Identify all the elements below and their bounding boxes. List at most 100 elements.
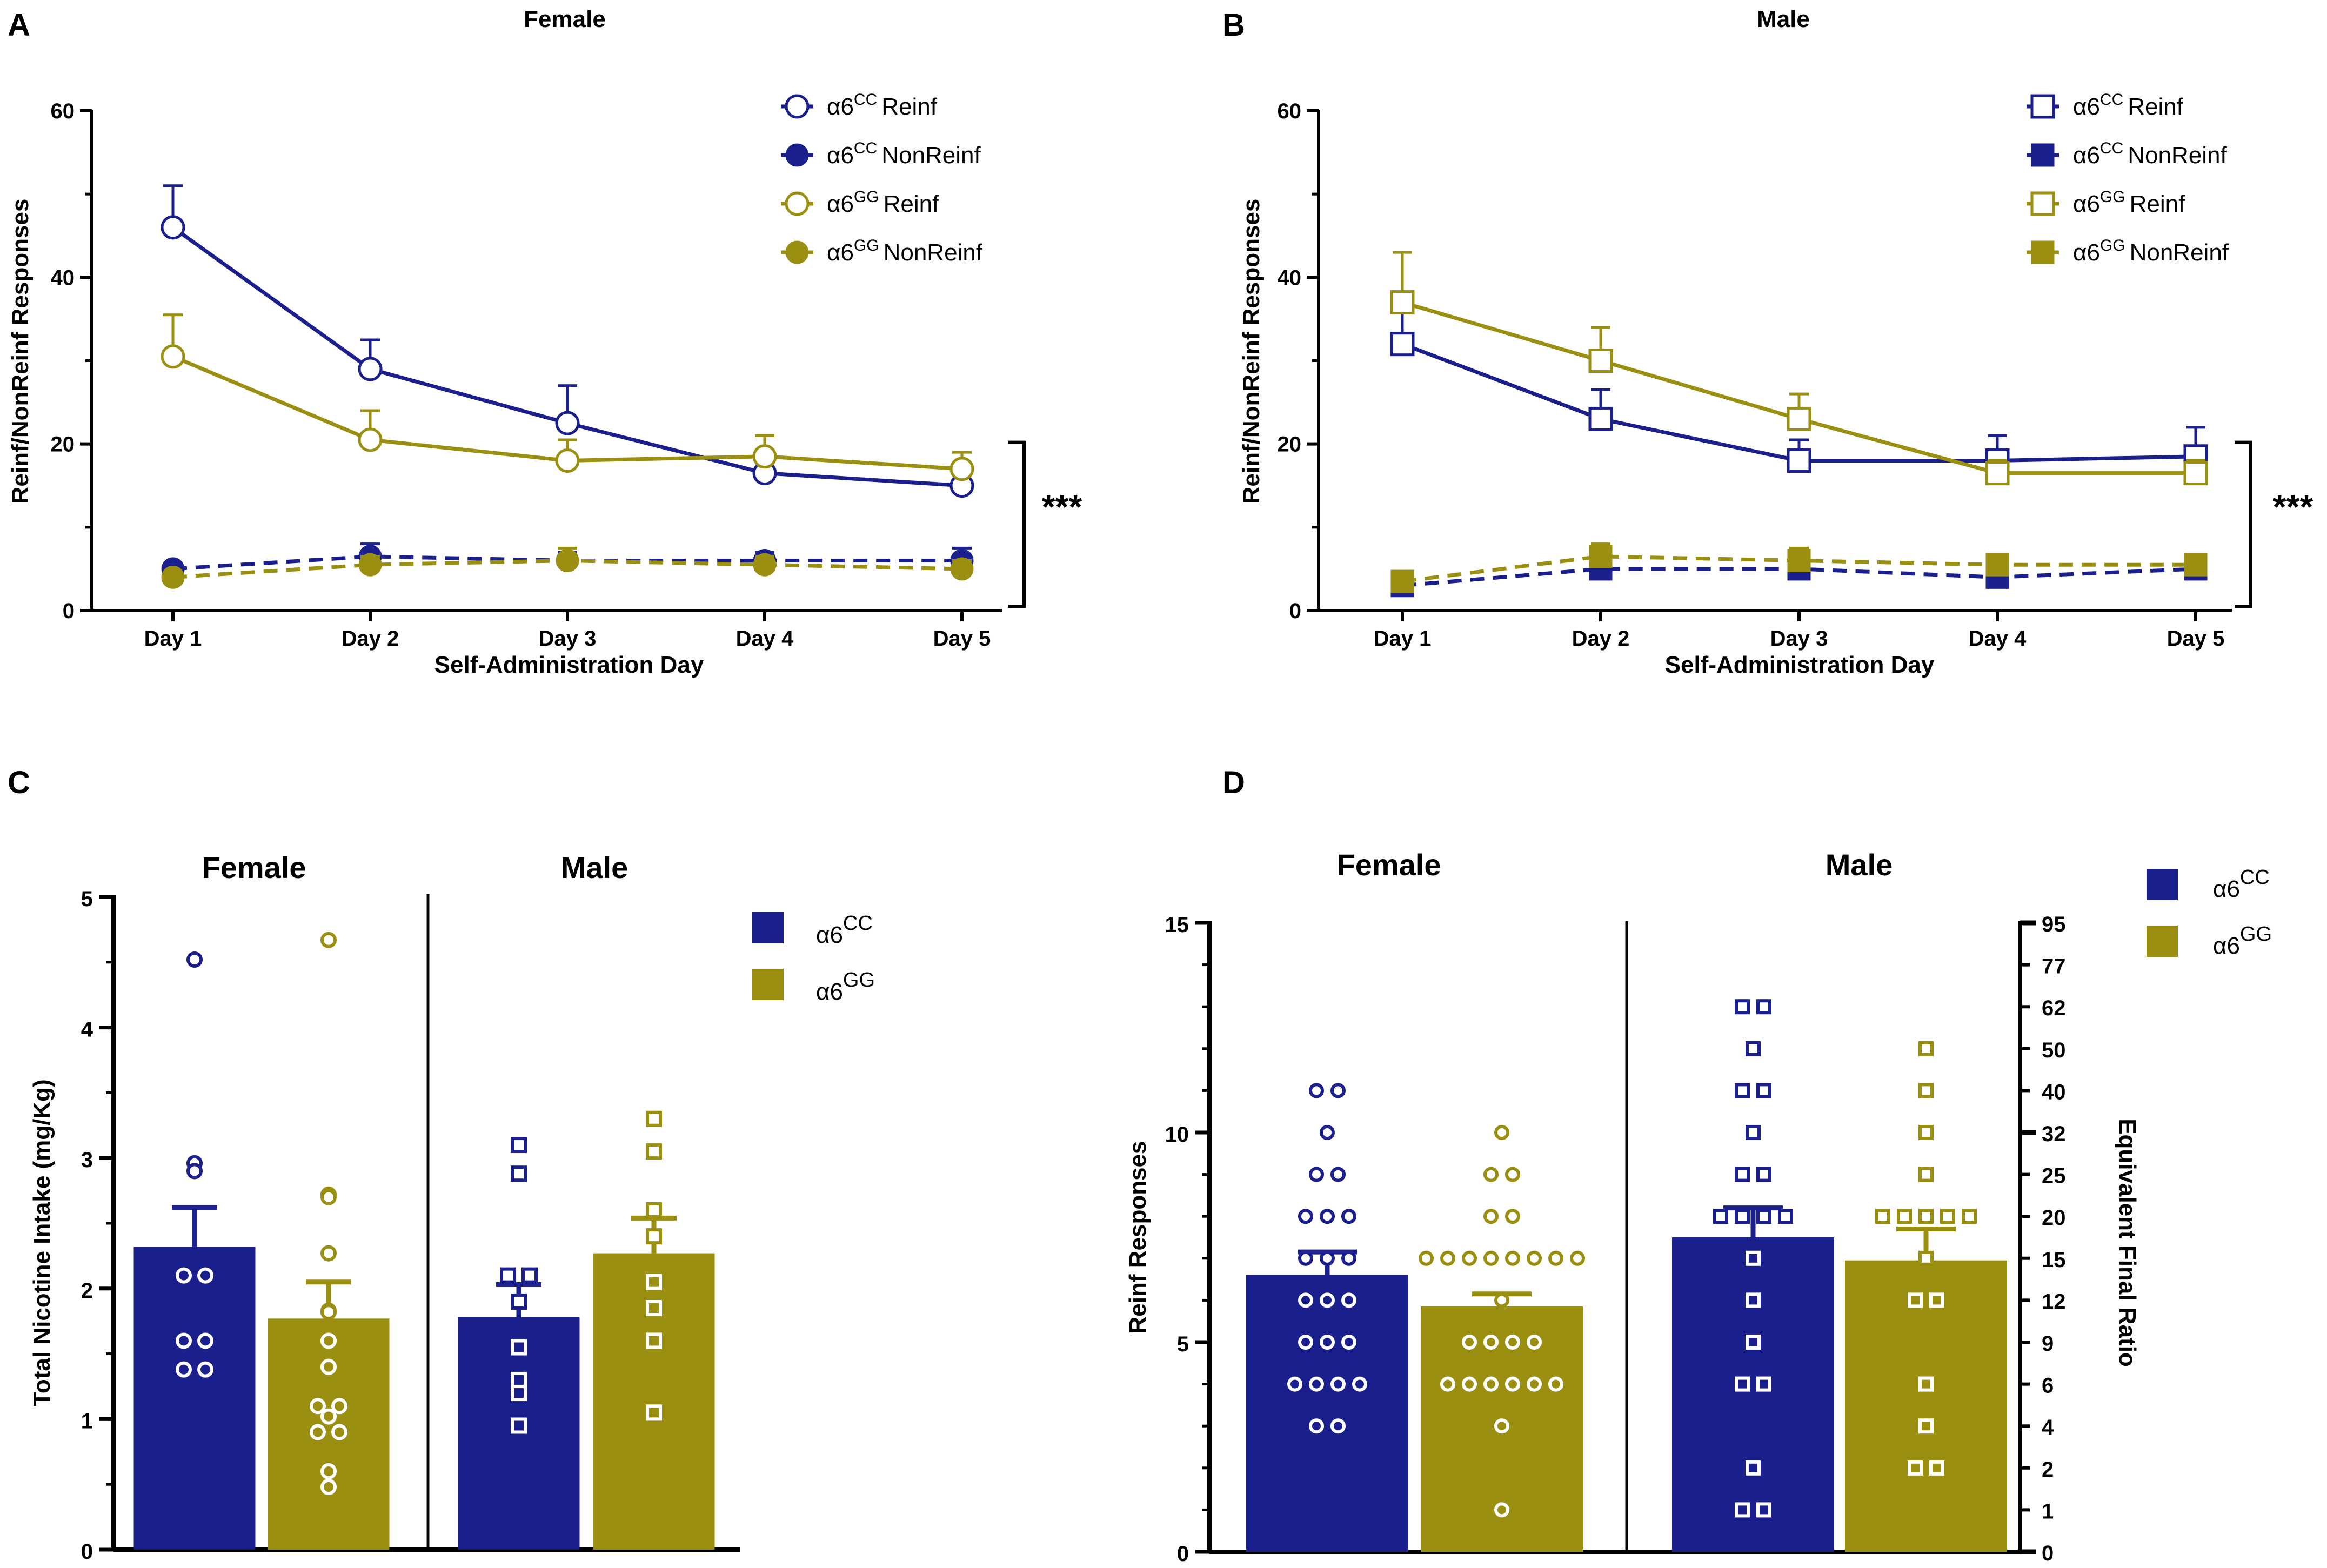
panel-d-right-tick-label: 20	[2042, 1206, 2066, 1230]
panel-c-bar-male-cc-data-point	[511, 1293, 527, 1310]
panel-a-legend: α6CC Reinf α6CC NonReinf α6GG Reinf α6GG Non…	[827, 91, 983, 266]
panel-b-y-axis-label: Reinf/NonReinf Responses	[1238, 199, 1265, 504]
panel-a-letter: A	[8, 8, 30, 43]
panel-c-bar-female-cc-data-point	[197, 1267, 213, 1284]
panel-d-bar-male-gg-data-point	[1918, 1209, 1934, 1224]
panel-b-legend-item-cc-reinf: α6CC Reinf	[2073, 91, 2184, 120]
panel-c-bar-male-gg-data-point	[646, 1228, 662, 1245]
panel-d-bar-female-gg-data-point	[1440, 1250, 1455, 1266]
svg-text:α6GG: α6GG	[816, 969, 875, 1005]
panel-b-series-gg-reinf-point	[1985, 461, 2010, 486]
panel-d-legend-item-cc: α6CC	[2213, 866, 2270, 902]
panel-d-bar-female-cc-data-point	[1287, 1376, 1302, 1392]
panel-d-legend-item-gg: α6GG	[2213, 923, 2272, 959]
panel-d-bar-male-gg	[1845, 1260, 2007, 1552]
panel-d-bar-male-gg-data-point	[1918, 1418, 1934, 1434]
panel-b-legend-marker-gg-nonreinf	[2031, 240, 2055, 264]
panel-d-bar-male-gg-data-point	[1918, 1083, 1934, 1098]
panel-d-bar-female-cc-data-point	[1341, 1250, 1356, 1266]
panel-d-bar-female-cc-data-point	[1309, 1083, 1324, 1098]
panel-b-x-tick-label: Day 3	[1770, 627, 1828, 651]
panel-a-title: Female	[524, 6, 606, 32]
panel-c-bar-male-gg-data-point	[646, 1110, 662, 1127]
panel-d-bar-female-cc-data-point	[1330, 1376, 1346, 1392]
panel-d-bar-female-cc-data-point	[1320, 1335, 1335, 1350]
panel-d-right-tick-label: 32	[2042, 1122, 2066, 1146]
panel-c-bar-male-gg-data-point	[646, 1202, 662, 1218]
panel-d-right-tick-label: 95	[2042, 913, 2066, 936]
panel-d-legend-swatch-cc	[2147, 869, 2178, 900]
panel-c-y-tick-label: 1	[81, 1409, 93, 1433]
panel-d-bar-female-gg-data-point	[1483, 1209, 1499, 1224]
panel-c-legend-swatch-cc	[752, 912, 784, 943]
panel-b-y-tick-label: 20	[1278, 433, 1302, 457]
panel-a-legend-item-cc-reinf: α6CC Reinf	[827, 91, 938, 120]
panel-d-bar-female-gg-data-point	[1527, 1376, 1542, 1392]
panel-d-bar-female-cc-data-point	[1320, 1125, 1335, 1140]
panel-d-bar-female-gg-data-point	[1483, 1376, 1499, 1392]
panel-d-bar-male-cc-data-point	[1746, 1125, 1761, 1140]
panel-d-bar-male-cc-group	[1672, 999, 1834, 1552]
panel-c-bar-male-gg-data-point	[646, 1404, 662, 1421]
panel-a-series-gg-nonreinf-point	[358, 553, 382, 577]
panel-d-bar-female-cc-data-point	[1341, 1209, 1356, 1224]
panel-c-group-label-female: Female	[202, 850, 306, 884]
panel-d-bar-male-gg-data-point	[1918, 1167, 1934, 1182]
panel-c-legend: α6CC α6GG	[816, 912, 875, 1005]
panel-d-bar-male-cc-data-point	[1735, 1376, 1750, 1392]
panel-d-bar-male-gg-data-point	[1875, 1209, 1890, 1224]
panel-c-bar-male-cc-data-point	[511, 1371, 527, 1388]
panel-d-bar-female-gg-data-point	[1548, 1376, 1563, 1392]
panel-d-bar-female-gg-data-point	[1548, 1250, 1563, 1266]
panel-b-male-line-chart: B Male Reinf/NonReinf Responses Self-Adm…	[1222, 6, 2313, 678]
panel-d-bar-female-gg-data-point	[1494, 1502, 1509, 1518]
panel-b-series-cc-reinf-point	[1390, 332, 1415, 357]
panel-b-significance-stars: ***	[2273, 487, 2313, 526]
panel-a-series-gg-reinf-point	[752, 444, 777, 469]
panel-c-bar-male-cc-data-point	[511, 1165, 527, 1182]
panel-a-series-gg-reinf	[161, 313, 974, 481]
panel-b-letter: B	[1222, 8, 1245, 43]
panel-d-bar-female-gg-data-point	[1505, 1335, 1520, 1350]
panel-a-legend-item-gg-nonreinf: α6GG NonReinf	[827, 237, 983, 266]
panel-d-right-tick-label: 25	[2042, 1164, 2066, 1188]
panel-b-series-gg-nonreinf-point	[1985, 553, 2009, 577]
panel-c-bar-female-gg-data-point	[320, 1245, 337, 1262]
panel-d-bar-male-cc-data-point	[1778, 1209, 1793, 1224]
panel-b-series-gg-reinf-point	[1390, 290, 1415, 315]
panel-d-bar-male-cc-data-point	[1746, 1460, 1761, 1476]
panel-b-legend-marker-gg-reinf	[2030, 191, 2055, 216]
panel-d-bar-female-cc-data-point	[1320, 1292, 1335, 1308]
panel-d-bar-male-gg-data-point	[1897, 1209, 1912, 1224]
panel-d-bar-female-gg-data-point	[1494, 1125, 1509, 1140]
panel-a-x-tick-label: Day 3	[539, 627, 597, 651]
panel-d-bar-male-cc-data-point	[1735, 1167, 1750, 1182]
panel-a-series-gg-nonreinf-point	[556, 549, 579, 572]
panel-d-bar-female-gg-data-point	[1527, 1250, 1542, 1266]
panel-d-bar-male-cc-data-point	[1756, 1376, 1771, 1392]
panel-d-bar-female-cc-data-point	[1330, 1167, 1346, 1182]
panel-b-title: Male	[1757, 6, 1810, 32]
panel-d-bar-male-cc-data-point	[1735, 999, 1750, 1015]
panel-b-x-tick-label: Day 1	[1374, 627, 1432, 651]
panel-b-series-gg-reinf-point	[2183, 461, 2208, 486]
panel-c-bar-male-cc-data-point	[511, 1339, 527, 1356]
panel-b-legend-item-gg-nonreinf: α6GG NonReinf	[2073, 237, 2229, 266]
panel-d-bar-female-cc-data-point	[1330, 1083, 1346, 1098]
panel-d-bar-male-cc-data-point	[1735, 1502, 1750, 1518]
panel-a-significance-stars: ***	[1042, 487, 1082, 526]
panel-c-legend-swatch-gg	[752, 969, 784, 1000]
panel-d-bar-female-cc-data-point	[1298, 1292, 1313, 1308]
panel-d-y-axis-label: Reinf Responses	[1125, 1141, 1151, 1334]
panel-d-bar-female-gg-data-point	[1505, 1167, 1520, 1182]
panel-c-bar-male-gg-group	[593, 1110, 715, 1550]
panel-c-bar-female-cc-data-point	[197, 1361, 213, 1378]
panel-d-right-tick-label: 9	[2042, 1332, 2054, 1356]
panel-d-bar-female-cc-data-point	[1298, 1250, 1313, 1266]
panel-c-bar-female-gg-group	[268, 932, 390, 1550]
panel-c-bar-male-cc-data-point	[511, 1385, 527, 1402]
panel-b-significance-bracket	[2235, 440, 2252, 608]
panel-b-y-tick-label: 0	[1289, 599, 1301, 623]
